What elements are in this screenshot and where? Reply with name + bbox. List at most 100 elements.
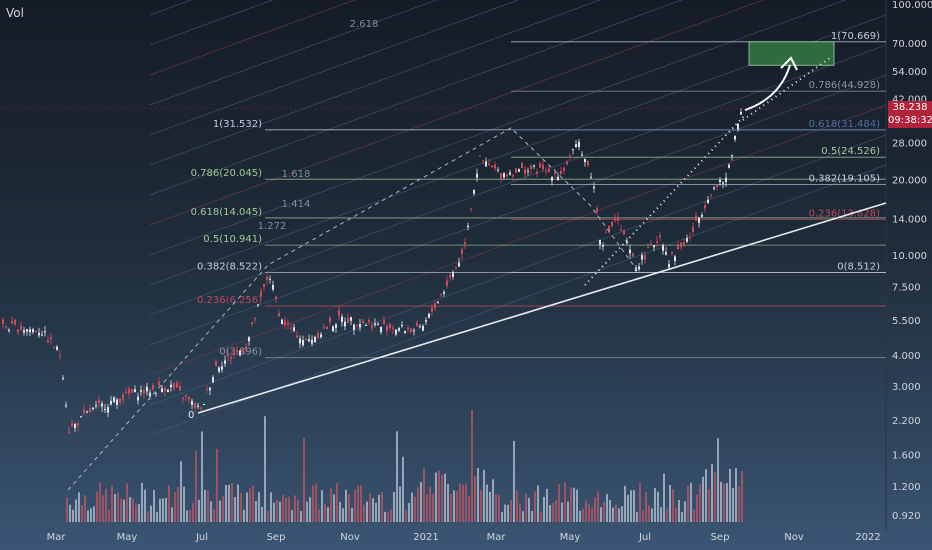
volume-bar xyxy=(543,496,545,522)
candle-body xyxy=(680,242,682,248)
x-tick-label: Nov xyxy=(340,532,360,543)
volume-bar xyxy=(612,507,614,522)
candle-body xyxy=(308,339,310,342)
candle-body xyxy=(89,407,91,413)
volume-bar xyxy=(510,500,512,522)
candle-body xyxy=(554,172,556,175)
fib-extension-label: 0.382(19.105) xyxy=(809,173,881,184)
candle-body xyxy=(422,325,424,331)
volume-bar xyxy=(105,488,107,522)
volume-bar xyxy=(459,483,461,522)
candle-body xyxy=(8,329,10,331)
volume-indicator-label[interactable]: Vol xyxy=(6,6,24,20)
volume-bar xyxy=(141,482,143,522)
volume-bar xyxy=(495,494,497,522)
fan-line xyxy=(149,44,887,316)
volume-bar xyxy=(444,473,446,522)
fib-retracement-label: 1(31.532) xyxy=(213,119,262,130)
volume-bar xyxy=(405,510,407,522)
candle-body xyxy=(161,388,163,392)
candle-body xyxy=(734,135,736,140)
candle-body xyxy=(2,319,4,325)
candle-body xyxy=(515,168,517,173)
candle-body xyxy=(527,170,529,172)
fan-line xyxy=(149,0,847,256)
fan-line xyxy=(149,0,356,76)
candle-body xyxy=(395,329,397,335)
volume-bar xyxy=(486,484,488,522)
candle-body xyxy=(719,179,721,183)
candle-body xyxy=(128,388,130,394)
candle-body xyxy=(470,208,472,210)
candle-body xyxy=(212,377,214,383)
volume-bar xyxy=(456,490,458,522)
volume-bar xyxy=(225,485,227,522)
volume-bar xyxy=(366,501,368,522)
volume-bar xyxy=(348,493,350,522)
volume-bar xyxy=(195,450,197,522)
fib-extension-label: 0.786(44.928) xyxy=(809,80,881,91)
candle-body xyxy=(200,407,202,409)
candle-body xyxy=(53,347,55,349)
volume-bar xyxy=(297,499,299,522)
volume-bar xyxy=(87,510,89,522)
candle-body xyxy=(302,340,304,346)
fan-line xyxy=(149,0,193,16)
volume-bar xyxy=(594,497,596,522)
volume-bar xyxy=(690,482,692,522)
volume-bar xyxy=(273,502,275,522)
volume-bar xyxy=(309,497,311,522)
volume-bar xyxy=(630,490,632,522)
volume-bar xyxy=(159,498,161,522)
candle-body xyxy=(50,337,52,340)
candle-body xyxy=(179,386,181,391)
volume-bar xyxy=(354,489,356,522)
candle-body xyxy=(374,323,376,326)
volume-bar xyxy=(246,492,248,522)
volume-bar xyxy=(135,504,137,522)
candle-body xyxy=(110,400,112,405)
candle-body xyxy=(443,291,445,294)
candle-body xyxy=(626,241,628,243)
volume-bar xyxy=(429,487,431,522)
candle-body xyxy=(737,123,739,130)
volume-bar xyxy=(267,510,269,522)
volume-bar xyxy=(90,508,92,522)
candle-body xyxy=(353,324,355,330)
candle-body xyxy=(317,332,319,338)
candle-body xyxy=(476,173,478,178)
candle-body xyxy=(551,177,553,181)
volume-bar xyxy=(69,504,71,522)
projection-arrow xyxy=(744,64,791,111)
candle-body xyxy=(413,330,415,332)
candle-body xyxy=(341,316,343,322)
candle-body xyxy=(491,165,493,168)
volume-bar xyxy=(654,487,656,522)
volume-bar xyxy=(741,470,743,522)
volume-bar xyxy=(648,505,650,522)
candle-body xyxy=(233,350,235,355)
y-tick-label: 20.000 xyxy=(892,175,927,186)
candle-body xyxy=(533,165,535,167)
volume-bar xyxy=(549,505,551,522)
volume-bar xyxy=(615,504,617,522)
volume-bar xyxy=(696,494,698,522)
candle-body xyxy=(68,431,70,434)
volume-bar xyxy=(381,492,383,522)
candle-body xyxy=(401,324,403,326)
volume-bar xyxy=(213,509,215,522)
volume-bar xyxy=(258,492,260,522)
candle-body xyxy=(224,360,226,364)
volume-bar xyxy=(129,497,131,522)
volume-bar xyxy=(153,489,155,522)
fib-retracement-label: 0.786(20.045) xyxy=(191,168,263,179)
fib-retracement-label: 0.236(6.256) xyxy=(197,295,262,306)
volume-bar xyxy=(477,468,479,522)
candle-body xyxy=(269,278,271,280)
x-tick-label: 2021 xyxy=(413,532,438,543)
candle-body xyxy=(326,326,328,330)
candle-body xyxy=(158,381,160,386)
volume-bar xyxy=(417,487,419,522)
candle-body xyxy=(380,326,382,333)
